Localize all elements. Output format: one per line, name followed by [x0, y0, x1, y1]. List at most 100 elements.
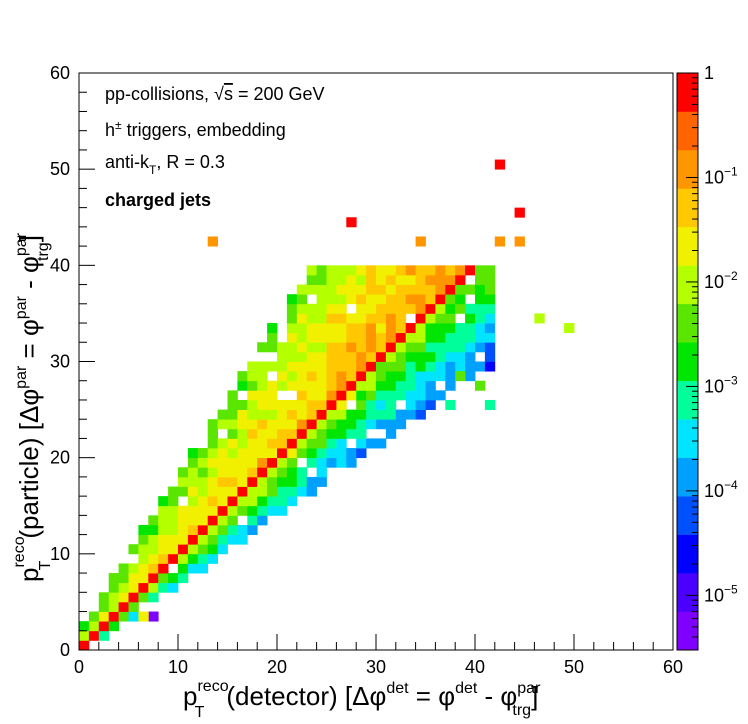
heatmap-cell — [247, 380, 258, 391]
heatmap-cell — [385, 284, 397, 295]
heatmap-cell — [257, 371, 268, 382]
heatmap-cell — [227, 438, 238, 449]
x-axis-label: preco T(detector) [Δφdet = φdet - φpar trg… — [183, 678, 541, 721]
heatmap-cell — [227, 505, 238, 516]
heatmap-cell — [277, 380, 288, 391]
heatmap-cell — [385, 409, 397, 420]
heatmap-cell — [316, 438, 327, 449]
heatmap-cell — [336, 274, 347, 285]
heatmap-cell — [178, 476, 189, 487]
heatmap-cell — [356, 419, 367, 430]
heatmap-cell — [356, 284, 367, 295]
heatmap-cell — [138, 534, 149, 545]
x-tick-label: 50 — [564, 657, 584, 677]
heatmap-cell — [316, 457, 327, 468]
annotation-charged-jets: charged jets — [105, 190, 211, 210]
heatmap-cell — [316, 351, 327, 362]
heatmap-cell — [118, 563, 129, 574]
heatmap-cell — [465, 371, 476, 382]
heatmap-cell — [306, 438, 317, 449]
heatmap-cell — [376, 303, 387, 314]
heatmap-cell — [207, 486, 218, 497]
heatmap-cell — [326, 351, 337, 362]
heatmap-cell — [455, 332, 466, 343]
heatmap-cell — [237, 380, 248, 391]
heatmap-cell — [267, 476, 278, 487]
colorbar-segment — [677, 457, 698, 497]
heatmap-cell — [316, 332, 327, 343]
heatmap-cell — [267, 428, 278, 439]
heatmap-cell — [395, 313, 407, 324]
colorbar-tick-label: 10−1 — [704, 164, 738, 187]
heatmap-cell — [346, 409, 357, 420]
heatmap-cell — [267, 496, 278, 507]
heatmap-cell — [395, 323, 407, 334]
heatmap-cell — [197, 544, 209, 555]
heatmap-cell — [88, 611, 100, 622]
heatmap-cell — [484, 284, 496, 295]
heatmap-cell — [346, 361, 357, 372]
heatmap-cell — [415, 284, 426, 295]
heatmap-cell — [257, 428, 268, 439]
heatmap-cell — [415, 313, 426, 324]
heatmap-cell — [346, 419, 357, 430]
heatmap-cell — [484, 351, 496, 362]
heatmap-cell — [336, 332, 347, 343]
heatmap-cell — [376, 399, 387, 410]
heatmap-cell — [187, 486, 199, 497]
heatmap-cell — [445, 294, 456, 305]
colorbar-segment — [677, 419, 698, 458]
heatmap-cell — [108, 611, 119, 622]
heatmap-cell — [296, 342, 308, 353]
heatmap-cell — [475, 303, 486, 314]
heatmap-cell — [366, 351, 377, 362]
heatmap-cell — [277, 457, 288, 468]
heatmap-cell — [316, 476, 327, 487]
heatmap-cell — [385, 294, 397, 305]
heatmap-cell — [395, 371, 407, 382]
heatmap-cell — [356, 380, 367, 391]
heatmap-cell — [227, 409, 238, 420]
heatmap-cell — [425, 371, 436, 382]
heatmap-cell — [366, 361, 377, 372]
heatmap-cell — [237, 524, 248, 535]
heatmap-cell — [395, 303, 407, 314]
heatmap-cell — [316, 323, 327, 334]
heatmap-cell — [277, 486, 288, 497]
heatmap-cell — [128, 611, 139, 622]
heatmap-cell — [356, 371, 367, 382]
heatmap-cell — [435, 294, 446, 305]
heatmap-cell — [286, 332, 298, 343]
heatmap-cell — [336, 361, 347, 372]
heatmap-cell — [88, 621, 100, 632]
heatmap-cell — [385, 303, 397, 314]
heatmap-cell — [217, 438, 228, 449]
heatmap-cell — [326, 428, 337, 439]
heatmap-cell — [326, 323, 337, 334]
heatmap-cell — [564, 323, 575, 334]
heatmap-cell — [415, 390, 426, 401]
heatmap-cell — [296, 486, 308, 497]
heatmap-cell — [247, 419, 258, 430]
x-axis: 0 10 20 30 40 50 60 — [74, 634, 683, 677]
heatmap-cell — [306, 323, 317, 334]
heatmap-cell — [277, 448, 288, 459]
heatmap-cell — [336, 284, 347, 295]
heatmap-cell — [217, 544, 228, 555]
heatmap-cell — [395, 351, 407, 362]
y-tick-label: 20 — [50, 448, 70, 468]
heatmap-cell — [336, 457, 347, 468]
heatmap-cell — [435, 274, 446, 285]
heatmap-cell — [385, 351, 397, 362]
heatmap-cell — [197, 563, 209, 574]
heatmap-cell — [484, 265, 496, 276]
heatmap-cell — [405, 284, 416, 295]
heatmap-cell — [286, 361, 298, 372]
heatmap-cell — [197, 496, 209, 507]
y-axis: 0 10 20 30 40 50 60 — [50, 63, 95, 660]
y-tick-label: 0 — [60, 640, 70, 660]
heatmap-cell — [366, 399, 377, 410]
heatmap-cell — [316, 294, 327, 305]
heatmap-cell — [395, 361, 407, 372]
heatmap-cell — [475, 313, 486, 324]
